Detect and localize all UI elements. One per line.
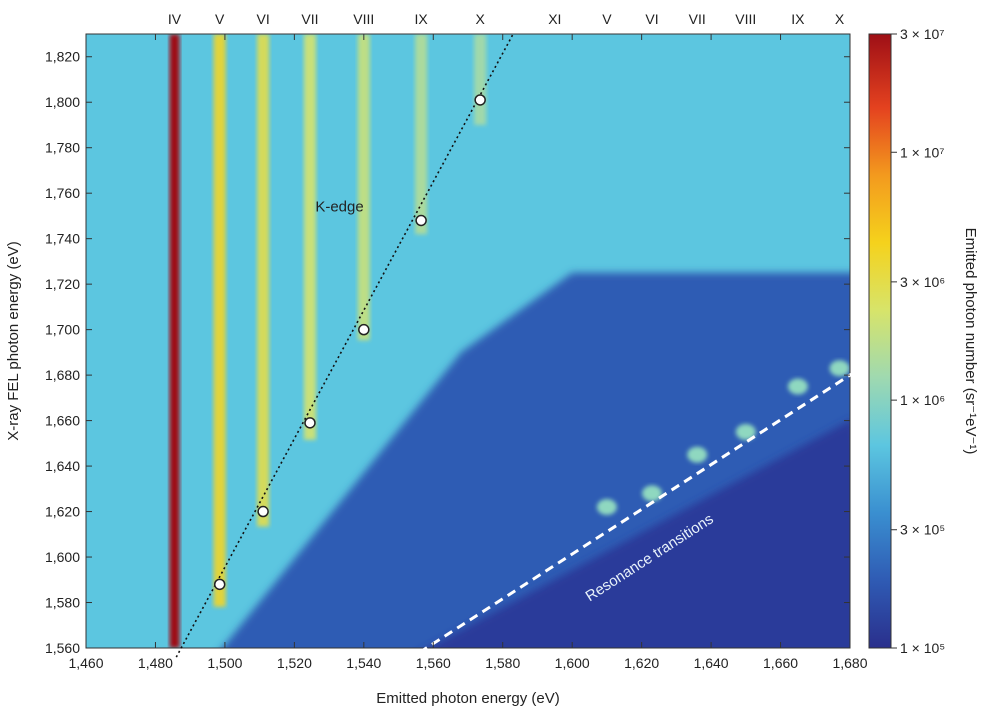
colorbar-tick-label: 1 × 10⁷ [900,144,944,160]
top-transition-label: VII [301,11,318,27]
colorbar-tick-label: 3 × 10⁶ [900,274,945,290]
y-tick-label: 1,600 [45,549,80,565]
resonance-spots [596,360,850,516]
k-edge-point [358,323,370,336]
top-transition-label: XI [548,11,561,27]
emission-line-band [213,34,226,607]
k-edge-line [175,33,514,658]
k-edge-point [304,417,316,429]
x-tick-label: 1,640 [694,655,729,671]
resonance-spot [687,446,708,463]
y-tick-label: 1,620 [45,504,80,520]
colorbar-tick-label: 3 × 10⁵ [900,522,945,538]
colorbar-label: Emitted photon number (sr⁻¹eV⁻¹) [962,228,979,455]
x-tick-label: 1,480 [138,655,173,671]
x-tick-label: 1,660 [763,655,798,671]
top-transition-label: IX [791,11,805,27]
x-axis: 1,460 1,480 1,500 1,520 1,540 1,560 1,580 1,600… [68,34,868,671]
resonance-spot [596,499,617,516]
k-edge-point [213,578,226,591]
top-transition-label: V [602,11,612,27]
top-transition-label: VI [645,11,658,27]
top-transition-label: VIII [735,11,756,27]
top-transition-label: X [835,11,845,27]
y-tick-label: 1,560 [45,640,80,656]
emission-line-band [357,34,370,341]
colorbar-tick-label: 3 × 10⁷ [900,26,944,42]
x-tick-label: 1,580 [485,655,520,671]
y-tick-label: 1,800 [45,94,80,110]
resonance-transitions-line [418,371,855,654]
colorbar [868,33,892,649]
y-tick-label: 1,780 [45,140,80,156]
y-tick-label: 1,760 [45,185,80,201]
colorbar-tick-label: 1 × 10⁶ [900,392,945,408]
colorbar-ticks: 1 × 10⁵ 3 × 10⁵ 1 × 10⁶ 3 × 10⁶ 1 × 10⁷ 3 × 1… [891,26,945,656]
x-tick-label: 1,460 [68,655,103,671]
k-edge-point [415,214,427,227]
x-axis-label: Emitted photon energy (eV) [376,690,559,707]
x-tick-label: 1,540 [346,655,381,671]
y-tick-label: 1,580 [45,595,80,611]
top-transition-labels: IV V VI VII VIII IX X XI V VI VII VIII IX X [168,11,845,27]
y-tick-label: 1,740 [45,231,80,247]
heatmap [86,34,850,648]
x-tick-label: 1,620 [624,655,659,671]
y-tick-label: 1,820 [45,49,80,65]
y-tick-label: 1,700 [45,322,80,338]
colorbar-tick-label: 1 × 10⁵ [900,640,945,656]
resonance-spot [735,423,756,440]
top-transition-label: VIII [353,11,374,27]
top-transition-label: X [475,11,485,27]
y-tick-label: 1,680 [45,367,80,383]
x-tick-label: 1,600 [555,655,590,671]
k-edge-point [474,94,486,106]
resonance-spot [829,360,850,377]
emission-line-band [257,34,270,527]
k-edge-annotation: K-edge [315,198,363,215]
y-axis-label: X-ray FEL photon energy (eV) [5,241,22,441]
emission-line-band [169,34,180,648]
emission-line-band [303,34,316,440]
emission-line-band [415,34,428,235]
top-transition-label: VI [256,11,269,27]
emission-line-band [474,34,487,126]
y-axis: 1,560 1,580 1,600 1,620 1,640 1,660 1,680 1,700… [45,49,850,656]
resonance-spot [642,485,663,502]
top-transition-label: V [215,11,225,27]
x-tick-label: 1,680 [832,655,867,671]
k-edge-points [213,94,486,591]
x-tick-label: 1,520 [277,655,312,671]
resonance-spot [787,378,808,395]
y-tick-label: 1,720 [45,276,80,292]
top-transition-label: IV [168,11,182,27]
top-transition-label: VII [689,11,706,27]
y-tick-label: 1,660 [45,413,80,429]
plot-frame [85,33,851,649]
x-tick-label: 1,500 [207,655,242,671]
lowest-intensity-region [427,420,850,648]
y-tick-label: 1,640 [45,458,80,474]
x-tick-label: 1,560 [416,655,451,671]
top-transition-label: IX [415,11,429,27]
k-edge-point [257,505,269,518]
emission-lines [169,34,487,648]
